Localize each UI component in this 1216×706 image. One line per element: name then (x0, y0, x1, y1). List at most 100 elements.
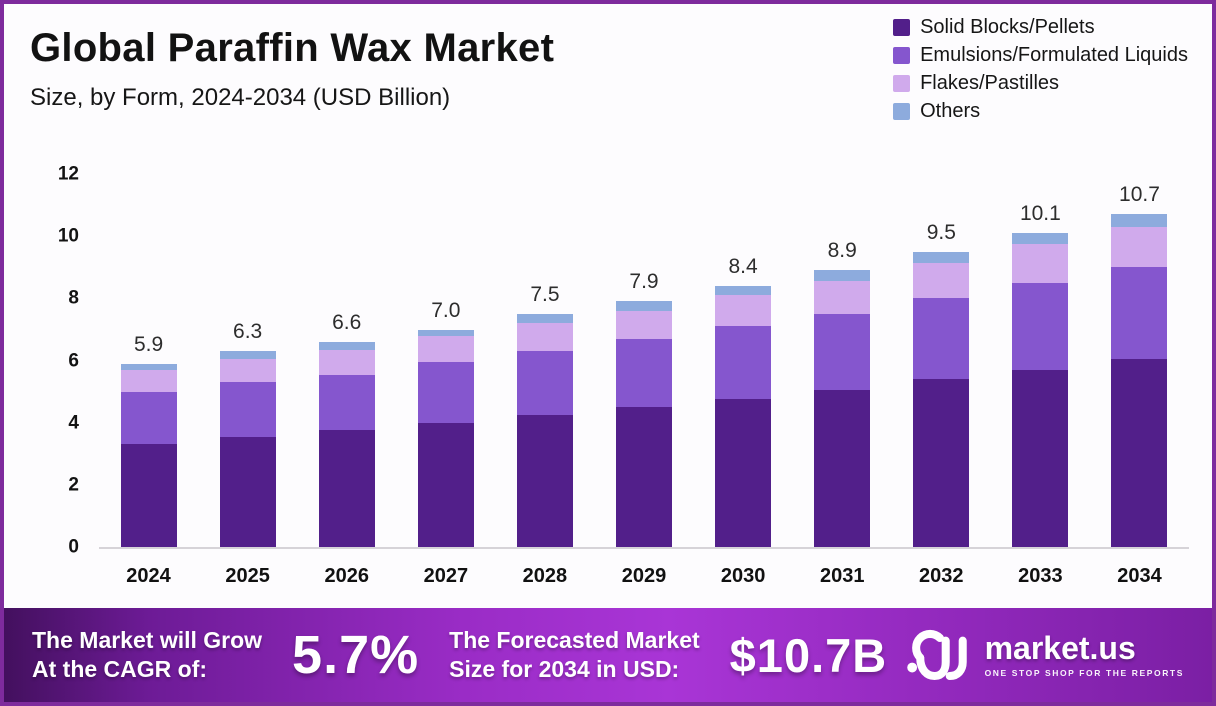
bar-segment (1111, 214, 1168, 227)
bar-column: 8.4 (694, 116, 793, 547)
marketus-logo-tagline: ONE STOP SHOP FOR THE REPORTS (984, 668, 1184, 678)
marketus-logo-text: market.us (984, 630, 1136, 666)
bar-segment (516, 313, 573, 324)
x-axis-tick-label: 2029 (621, 565, 667, 587)
bar-column: 7.5 (495, 116, 594, 547)
stacked-bar (516, 313, 573, 547)
bar-segment (318, 430, 375, 547)
bar-segment (1111, 267, 1168, 359)
bar-column: 7.9 (594, 116, 693, 547)
bar-segment (616, 407, 673, 547)
bar-segment (913, 251, 970, 263)
legend-item: Flakes/Pastilles (893, 72, 1188, 95)
bar-segment (516, 414, 573, 547)
bar-segment (516, 351, 573, 415)
x-axis-tick-label: 2033 (1018, 565, 1063, 587)
cagr-text-line2: At the CAGR of: (32, 656, 208, 682)
legend-color-swatch (893, 75, 911, 92)
bar-segment (913, 379, 970, 547)
bar-segment (814, 270, 871, 282)
bar-segment (715, 286, 772, 296)
bar-segment (417, 422, 474, 547)
bar-segment (516, 323, 573, 352)
x-axis-tick-label: 2032 (919, 565, 964, 587)
bar-segment (219, 351, 276, 360)
legend-item: Solid Blocks/Pellets (893, 16, 1188, 39)
bar-value-label: 7.9 (629, 270, 659, 294)
cagr-text: The Market will Grow At the CAGR of: (32, 626, 262, 684)
x-axis-tick-label: 2031 (819, 565, 865, 587)
bar-segment (1012, 243, 1069, 283)
bar-column: 5.9 (99, 116, 198, 547)
x-axis-tick-label: 2034 (1117, 565, 1162, 587)
bar-segment (1012, 282, 1069, 370)
bar-segment (814, 313, 871, 390)
bar-column: 7.0 (396, 116, 495, 547)
bar-segment (318, 349, 375, 375)
bar-value-label: 7.0 (431, 298, 461, 322)
bar-value-label: 8.4 (728, 255, 758, 279)
legend-label: Emulsions/Formulated Liquids (920, 44, 1188, 66)
bar-segment (1012, 369, 1069, 547)
bar-segment (715, 295, 772, 327)
bar-column: 6.6 (297, 116, 396, 547)
footer-banner: The Market will Grow At the CAGR of: 5.7… (4, 608, 1212, 702)
legend-item: Emulsions/Formulated Liquids (893, 44, 1188, 67)
bars-container: 5.9 6.3 6.6 7.0 7.5 7.9 8.4 8.9 9.5 10.1 10.7 (99, 116, 1189, 547)
bar-segment (219, 359, 276, 383)
bar-segment (814, 281, 871, 314)
bar-column: 10.7 (1090, 116, 1189, 547)
page-subtitle: Size, by Form, 2024-2034 (USD Billion) (30, 84, 451, 111)
bar-segment (1111, 226, 1168, 268)
y-axis-tick-label: 0 (68, 536, 79, 558)
stacked-bar (417, 329, 474, 547)
bar-value-label: 5.9 (133, 332, 164, 356)
y-axis-tick-label: 6 (68, 350, 79, 371)
bar-value-label: 6.6 (332, 310, 362, 334)
bar-segment (616, 310, 673, 339)
x-axis-tick-label: 2025 (225, 565, 270, 587)
x-axis-tick-label: 2024 (126, 565, 171, 587)
bar-segment (120, 363, 177, 370)
y-axis-tick-label: 12 (57, 163, 79, 185)
bar-segment (715, 326, 772, 400)
x-axis-labels: 2024 2025 2026 2027 2028 2029 2030 2031 2032 2033… (99, 551, 1189, 588)
bar-segment (616, 338, 673, 408)
marketus-logo-textwrap: market.us ONE STOP SHOP FOR THE REPORTS (985, 632, 1184, 678)
stacked-bar (1111, 214, 1168, 547)
bar-column: 8.9 (793, 116, 892, 547)
marketus-logo: market.us ONE STOP SHOP FOR THE REPORTS (905, 627, 1184, 683)
legend-item: Others (893, 100, 1188, 123)
stacked-bar (318, 341, 375, 547)
page-title: Global Paraffin Wax Market (30, 26, 555, 70)
forecast-text: The Forecasted Market Size for 2034 in U… (449, 626, 700, 684)
legend-label: Others (920, 100, 981, 122)
bar-segment (417, 329, 474, 336)
y-axis-tick-label: 2 (68, 474, 79, 496)
forecast-value: $10.7B (729, 628, 888, 682)
stacked-bar (715, 286, 772, 547)
bar-segment (219, 382, 276, 437)
bar-segment (1012, 233, 1069, 244)
legend-color-swatch (893, 19, 911, 36)
x-axis-tick-label: 2028 (522, 565, 568, 587)
bar-column: 10.1 (991, 116, 1090, 547)
y-axis-tick-label: 8 (68, 287, 79, 309)
stacked-bar (616, 301, 673, 547)
bar-value-label: 8.9 (827, 239, 857, 263)
bar-segment (318, 374, 375, 431)
stacked-bar (1012, 233, 1069, 547)
cagr-text-line1: The Market will Grow (32, 627, 263, 654)
x-axis-tick-label: 2026 (324, 565, 369, 587)
bar-segment (120, 444, 177, 547)
legend-label: Flakes/Pastilles (920, 72, 1060, 94)
legend-color-swatch (893, 103, 911, 120)
bar-segment (715, 399, 772, 547)
stacked-bar (219, 351, 276, 547)
x-axis-tick-label: 2027 (423, 565, 469, 587)
bar-value-label: 10.7 (1119, 183, 1160, 207)
bar-value-label: 10.1 (1019, 202, 1061, 226)
bar-segment (1111, 358, 1168, 547)
stacked-bar (120, 363, 177, 547)
